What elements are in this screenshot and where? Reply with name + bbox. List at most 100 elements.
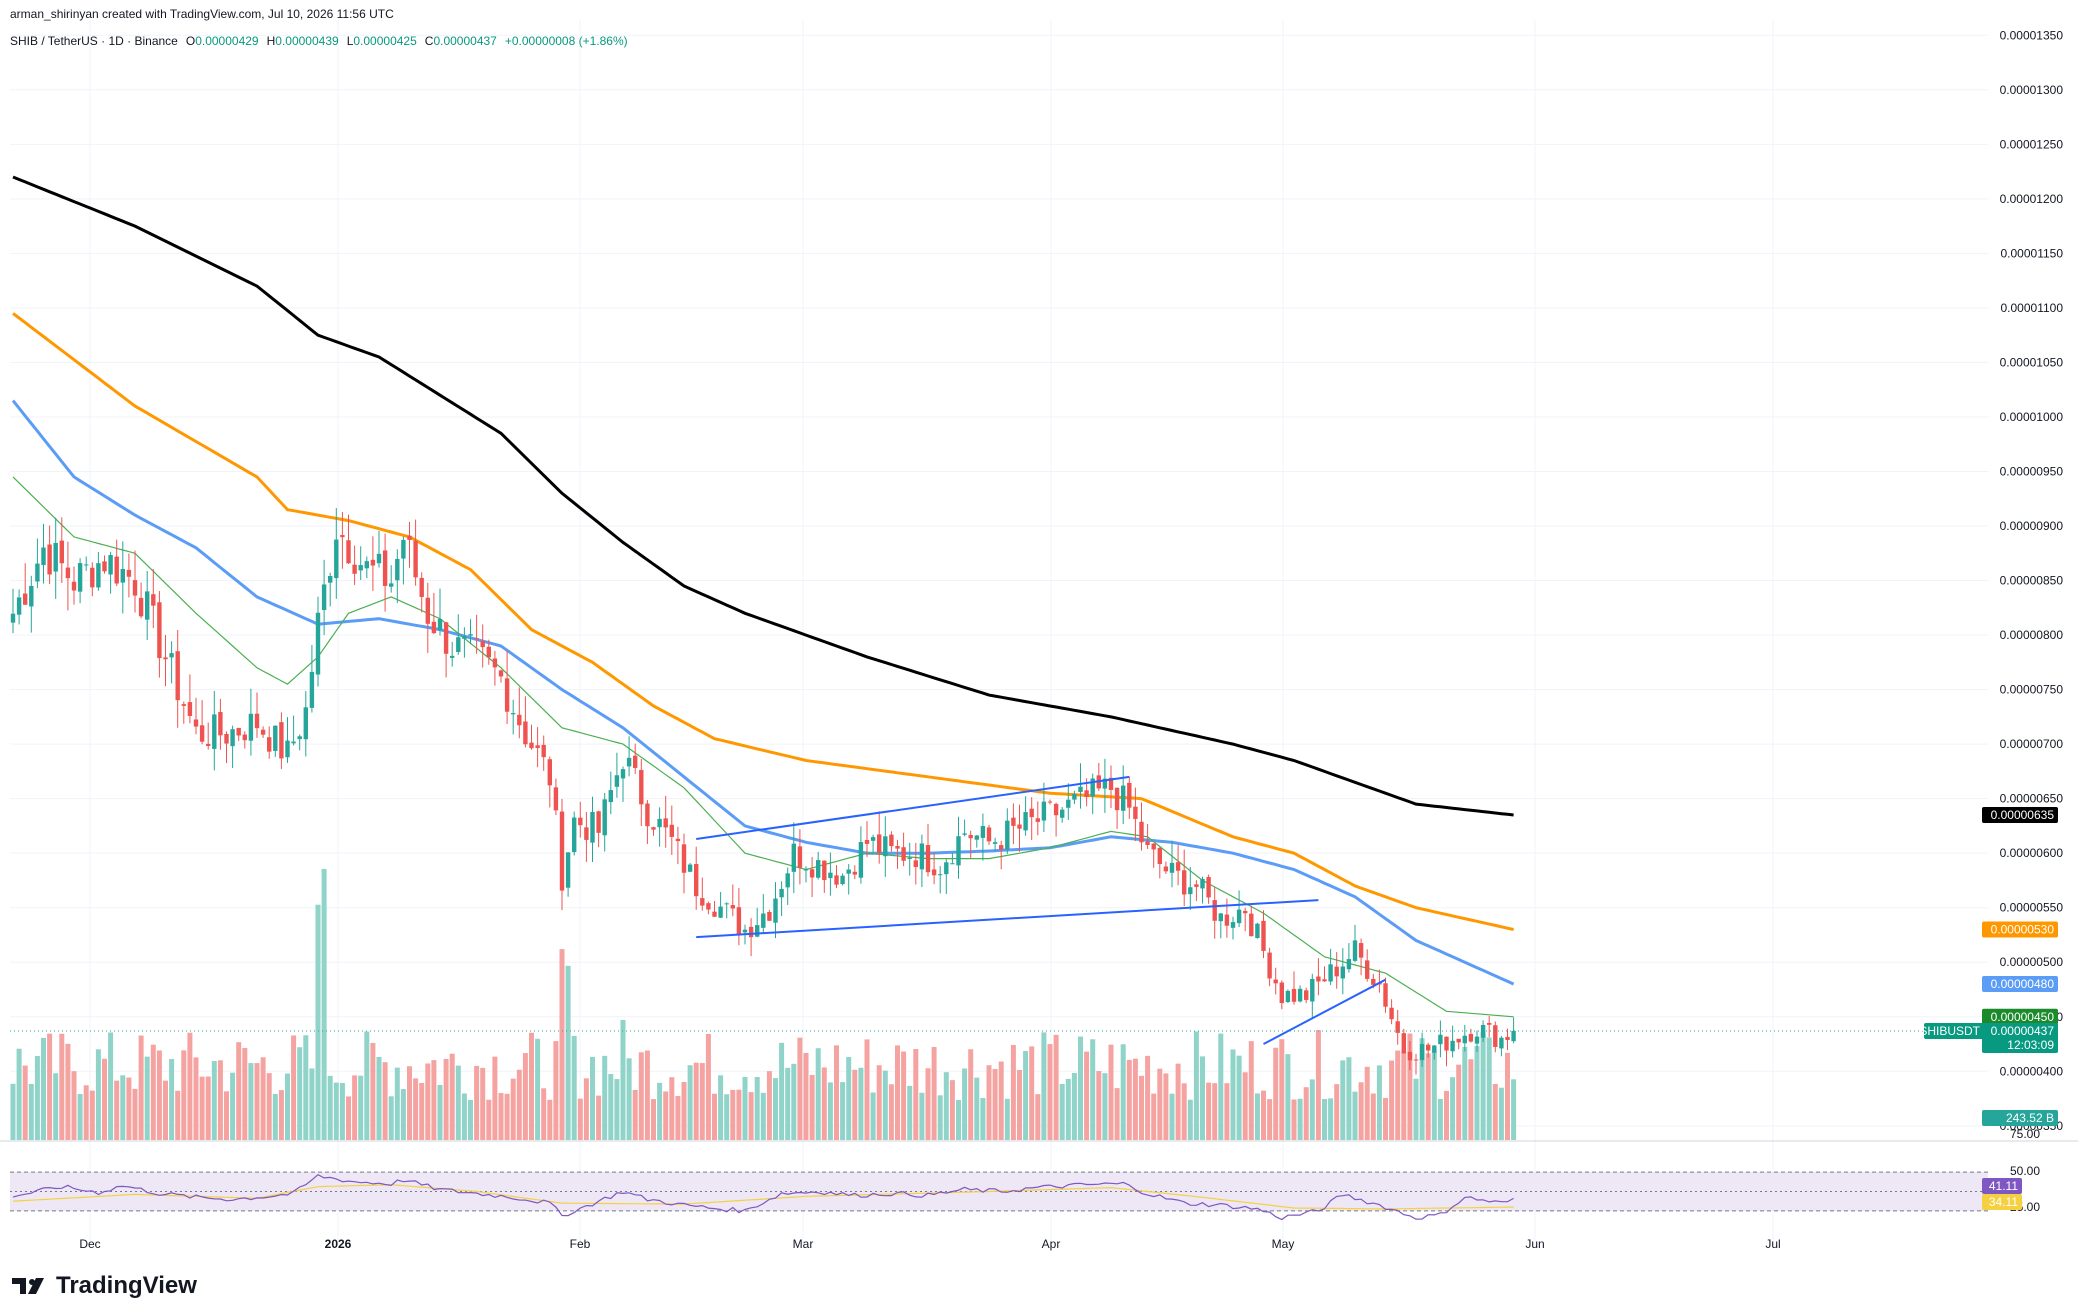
volume-bar [47, 1033, 53, 1140]
candle-body [1035, 818, 1040, 822]
price-badge-text: 0.00000635 [1991, 808, 2055, 822]
volume-bar [144, 1056, 150, 1140]
candle-body [1169, 862, 1175, 873]
candle [1151, 843, 1156, 868]
candle [1511, 1017, 1516, 1044]
candle-body [883, 836, 888, 857]
candle [437, 588, 443, 636]
candle-body [1413, 1059, 1419, 1061]
volume-bar [16, 1048, 22, 1140]
candle [1316, 958, 1321, 996]
volume-bar [266, 1073, 272, 1140]
candle [1389, 999, 1394, 1025]
volume-bar [1065, 1078, 1071, 1140]
volume-bar [529, 1032, 534, 1140]
candle-body [187, 702, 193, 716]
volume-bar [626, 1058, 632, 1140]
candle [809, 857, 815, 898]
candle-body [65, 567, 71, 579]
candle [736, 888, 742, 946]
tradingview-logo[interactable]: TradingView [12, 1272, 197, 1300]
volume-bar [138, 1035, 144, 1140]
candle [578, 801, 583, 838]
candle [1249, 905, 1254, 937]
candle-body [1304, 990, 1309, 1000]
trendlines [696, 775, 1386, 1045]
volume-bar [89, 1090, 95, 1140]
candle [1108, 765, 1114, 808]
candle-body [206, 743, 211, 746]
candle [687, 862, 693, 872]
candle [267, 726, 272, 759]
candle [529, 724, 534, 750]
volume-bar [675, 1096, 681, 1140]
candle [1297, 985, 1303, 1003]
volume-bar [309, 1068, 315, 1140]
candle [1499, 1035, 1504, 1057]
candle [797, 829, 803, 885]
candle [675, 826, 681, 865]
volume-bar [370, 1042, 376, 1140]
rsi-ma-line [12, 1184, 1514, 1210]
volume-bar [407, 1066, 412, 1140]
candle [938, 866, 943, 894]
candle-body [523, 721, 528, 745]
candle [16, 589, 22, 625]
volume-bar [1169, 1093, 1175, 1140]
candle-body [138, 597, 144, 617]
price-tick-label: 0.00001000 [2000, 410, 2064, 424]
volume-bar [651, 1099, 656, 1140]
volume-bar [1181, 1083, 1187, 1140]
volume-bar [1462, 1046, 1468, 1140]
candle [248, 688, 254, 756]
x-tick-label: May [1272, 1237, 1295, 1251]
candle [102, 555, 107, 574]
candle-body [681, 844, 687, 873]
price-tick-label: 0.00000700 [2000, 737, 2064, 751]
candle-body [852, 871, 857, 875]
volume-bar [559, 949, 565, 1140]
candle [77, 558, 83, 604]
volume-badge-bg [1982, 1110, 2058, 1126]
candle-body [1151, 843, 1156, 850]
volume-bar [333, 1082, 339, 1140]
candle [1395, 1009, 1400, 1045]
rsi-ma-value-text: 34.11 [1989, 1195, 2018, 1209]
candle-body [47, 544, 52, 575]
candle-body [1474, 1036, 1480, 1044]
candle [419, 572, 424, 613]
volume-bar [1480, 1032, 1486, 1140]
countdown-text: 12:03:09 [2007, 1038, 2054, 1052]
rsi-tick-label: 75.00 [2010, 1127, 2040, 1141]
candle [1432, 1045, 1437, 1060]
candle [645, 800, 650, 845]
candle [450, 641, 455, 667]
candle-body [126, 569, 132, 577]
symbol-label[interactable]: SHIB / TetherUS · 1D · Binance [10, 34, 178, 48]
candle-body [620, 769, 626, 779]
volume-bar [315, 904, 321, 1140]
candle [120, 541, 125, 614]
volume-bar [596, 1095, 602, 1140]
price-tick-label: 0.00000500 [2000, 955, 2064, 969]
x-tick-label: Mar [793, 1237, 814, 1251]
volume-bar [718, 1075, 724, 1140]
volume-bar [522, 1053, 528, 1140]
moving-average-line [12, 476, 1514, 1018]
candle-body [657, 818, 662, 828]
candle [1352, 924, 1358, 963]
candle [108, 551, 113, 594]
candle [1169, 840, 1175, 888]
candle [1060, 806, 1065, 823]
candle-body [1066, 799, 1071, 808]
volume-bar [663, 1091, 669, 1140]
candle [626, 736, 632, 777]
candle [822, 860, 827, 893]
candle-body [504, 678, 510, 712]
symbol-badge-bg [1924, 1022, 1984, 1039]
brand-name: TradingView [56, 1272, 197, 1299]
candle-body [651, 827, 656, 830]
candle [163, 635, 168, 687]
volume-bar [1163, 1073, 1169, 1140]
